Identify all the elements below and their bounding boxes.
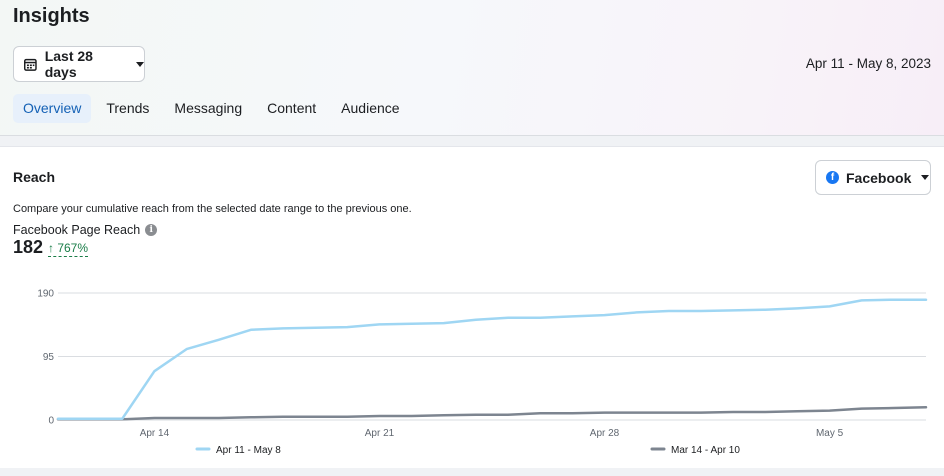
tab-overview[interactable]: Overview — [13, 94, 92, 123]
x-tick-label: May 5 — [816, 428, 844, 439]
x-tick-label: Apr 14 — [140, 428, 170, 439]
date-range-text: Apr 11 - May 8, 2023 — [805, 56, 931, 71]
x-tick-label: Apr 28 — [590, 428, 620, 439]
metric-change[interactable]: ↑ 767% — [48, 241, 89, 257]
platform-dropdown[interactable]: f Facebook — [815, 160, 931, 195]
tab-trends[interactable]: Trends — [106, 100, 150, 116]
reach-card: Reach f Facebook Compare your cumulative… — [0, 146, 944, 468]
card-title: Reach — [13, 169, 56, 185]
info-icon[interactable]: i — [145, 224, 158, 236]
platform-label: Facebook — [846, 169, 912, 186]
legend-label: Apr 11 - May 8 — [216, 445, 281, 456]
page-title: Insights — [13, 5, 90, 27]
tab-audience[interactable]: Audience — [341, 100, 400, 116]
y-tick-label: 0 — [48, 416, 54, 427]
reach-line-chart: 0 95 190 Apr 14 Apr 21 Apr 28 May 5 Apr 11 - Ma… — [37, 289, 928, 456]
tab-content[interactable]: Content — [267, 100, 317, 116]
date-range-label: Last 28 days — [44, 48, 93, 80]
series-line-1 — [56, 406, 928, 421]
caret-down-icon — [136, 61, 144, 67]
x-tick-label: Apr 21 — [365, 428, 395, 439]
metric-label: Facebook Page Reach i — [13, 223, 158, 237]
tab-messaging[interactable]: Messaging — [174, 100, 243, 116]
metric-label-text: Facebook Page Reach — [13, 223, 141, 237]
insights-tabs: Overview Trends Messaging Content Audien… — [13, 94, 415, 123]
insights-header: Insights Last 28 days Apr 11 - May 8, 20… — [0, 0, 944, 136]
card-description: Compare your cumulative reach from the s… — [13, 203, 412, 215]
caret-down-icon — [921, 175, 930, 180]
legend-label: Mar 14 - Apr 10 — [671, 445, 740, 456]
series-line-0 — [56, 298, 928, 420]
y-tick-label: 190 — [37, 289, 54, 300]
y-tick-label: 95 — [43, 352, 55, 363]
facebook-icon: f — [826, 171, 839, 184]
date-range-dropdown[interactable]: Last 28 days — [13, 46, 145, 82]
calendar-icon — [24, 58, 37, 71]
metric-value: 182 — [13, 237, 44, 257]
